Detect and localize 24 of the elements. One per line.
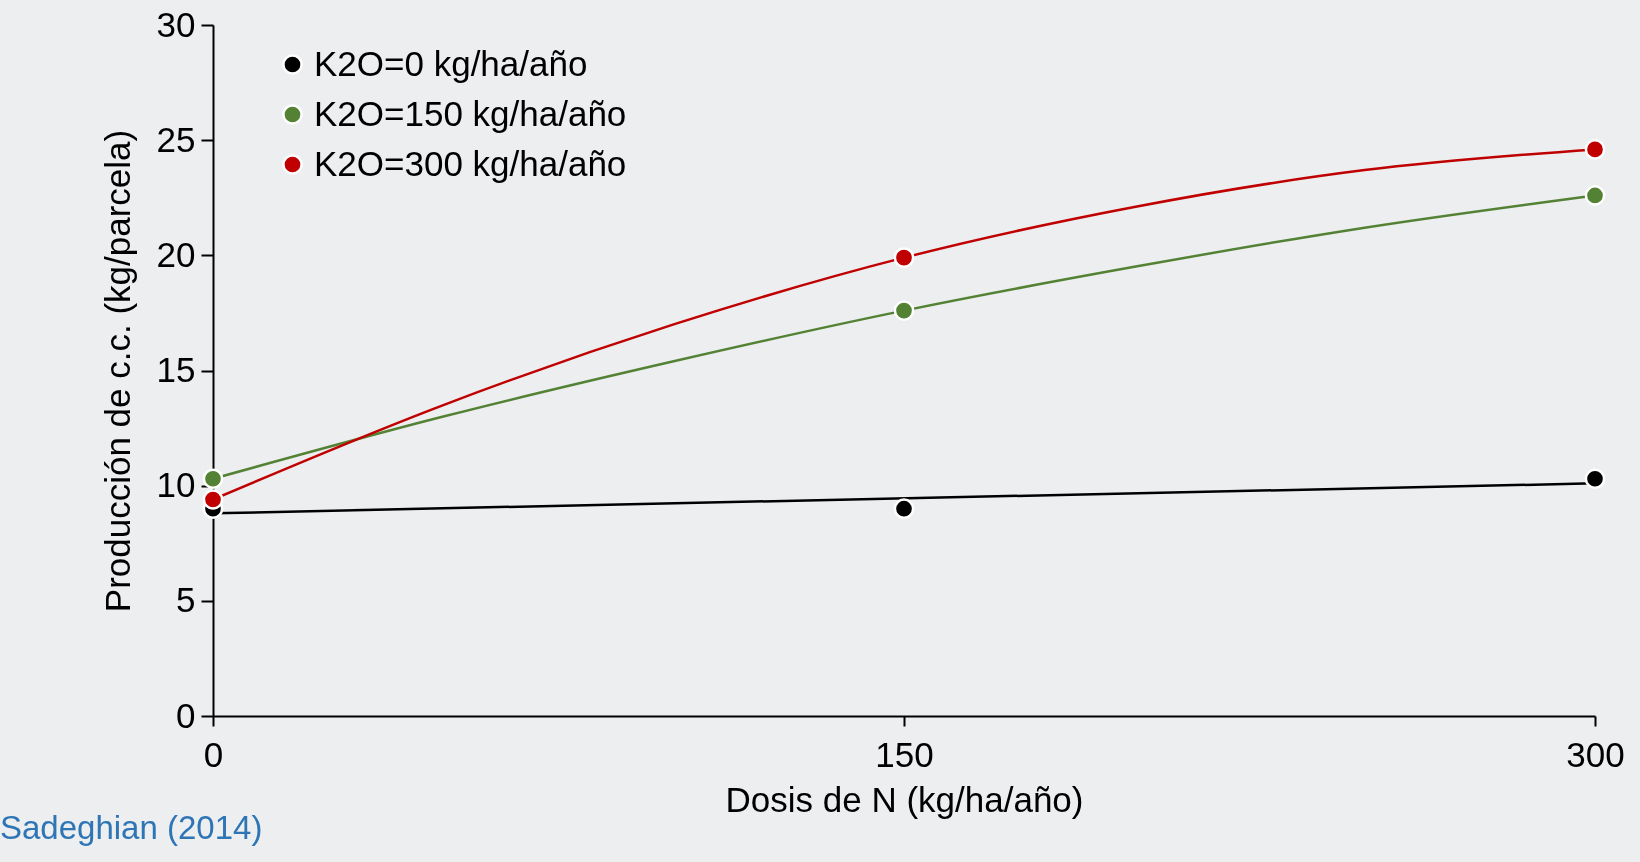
y-tick-label: 15 (156, 350, 196, 389)
y-tick-label: 25 (156, 119, 196, 159)
x-tick-label: 300 (1566, 734, 1625, 774)
point (1584, 185, 1606, 206)
point (893, 247, 915, 268)
legend-label: K2O=300 kg/ha/año (314, 143, 627, 183)
x-tick-label: 150 (875, 734, 934, 774)
y-tick-label: 10 (156, 465, 196, 505)
y-tick-label: 5 (176, 580, 196, 620)
x-axis-title: Dosis de N (kg/ha/año) (725, 779, 1084, 819)
point (202, 468, 224, 490)
point (1584, 139, 1606, 160)
y-axis-title: Producción de c.c. (kg/parcela) (97, 129, 137, 613)
text: Sadeghian (2014) (0, 809, 263, 846)
legend-label: K2O=150 kg/ha/año (314, 93, 627, 133)
y-tick-label: 0 (176, 695, 196, 735)
legend-label: K2O=0 kg/ha/año (314, 43, 588, 83)
point (1584, 468, 1606, 490)
y-tick-label: 30 (156, 4, 196, 44)
y-tick-label: 20 (156, 234, 196, 274)
x-tick-label: 0 (203, 734, 224, 774)
point (202, 489, 224, 510)
point (893, 498, 915, 520)
point (893, 300, 915, 321)
